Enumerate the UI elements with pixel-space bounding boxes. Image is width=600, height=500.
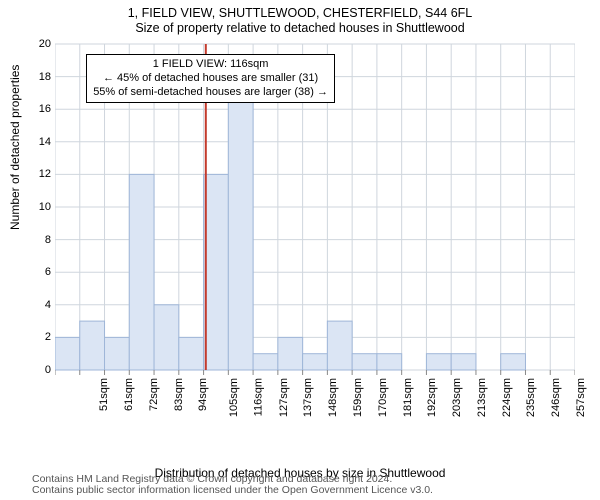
y-tick-label: 16 <box>27 103 51 115</box>
annotation-box: 1 FIELD VIEW: 116sqm ← 45% of detached h… <box>86 54 335 103</box>
x-tick-label: 72sqm <box>148 378 160 411</box>
y-axis-label: Number of detached properties <box>8 65 22 230</box>
x-tick-label: 137sqm <box>303 378 315 417</box>
histogram-bar <box>105 337 130 370</box>
x-tick-label: 94sqm <box>197 378 209 411</box>
histogram-bar <box>253 354 278 370</box>
x-tick-label: 116sqm <box>252 378 264 416</box>
histogram-bar <box>228 77 253 370</box>
x-tick-label: 83sqm <box>173 378 185 411</box>
attribution-line2: Contains public sector information licen… <box>32 485 433 497</box>
x-tick-label: 159sqm <box>352 378 364 417</box>
x-tick-label: 192sqm <box>426 378 438 417</box>
histogram-bar <box>352 354 377 370</box>
y-tick-label: 2 <box>27 331 51 343</box>
y-tick-label: 20 <box>27 38 51 50</box>
x-tick-label: 127sqm <box>278 378 290 417</box>
y-tick-label: 0 <box>27 364 51 376</box>
histogram-bar <box>129 174 154 370</box>
x-tick-label: 224sqm <box>501 378 513 417</box>
x-tick-label: 181sqm <box>402 378 414 417</box>
histogram-bar <box>278 337 303 370</box>
x-tick-label: 51sqm <box>98 378 110 411</box>
x-tick-label: 246sqm <box>550 378 562 417</box>
annotation-line3: 55% of semi-detached houses are larger (… <box>93 86 328 100</box>
x-tick-label: 235sqm <box>525 378 537 417</box>
y-tick-label: 8 <box>27 234 51 246</box>
histogram-bar <box>501 354 526 370</box>
annotation-line2: ← 45% of detached houses are smaller (31… <box>93 72 328 86</box>
x-tick-label: 257sqm <box>575 378 587 417</box>
histogram-bar <box>80 321 105 370</box>
attribution-text: Contains HM Land Registry data © Crown c… <box>32 474 433 497</box>
page-title-line1: 1, FIELD VIEW, SHUTTLEWOOD, CHESTERFIELD… <box>0 6 600 20</box>
y-tick-label: 6 <box>27 266 51 278</box>
y-tick-label: 4 <box>27 299 51 311</box>
histogram-bar <box>303 354 328 370</box>
histogram-bar <box>426 354 451 370</box>
histogram-bar <box>154 305 179 370</box>
x-tick-label: 203sqm <box>451 378 463 417</box>
annotation-line1: 1 FIELD VIEW: 116sqm <box>93 58 328 72</box>
x-tick-label: 170sqm <box>377 378 389 417</box>
y-tick-label: 10 <box>27 201 51 213</box>
y-tick-label: 14 <box>27 136 51 148</box>
y-tick-label: 12 <box>27 168 51 180</box>
x-tick-label: 61sqm <box>123 378 135 411</box>
histogram-bar <box>179 337 204 370</box>
histogram-bar <box>377 354 402 370</box>
x-tick-label: 148sqm <box>327 378 339 417</box>
histogram-bar <box>55 337 80 370</box>
histogram-bar <box>451 354 476 370</box>
histogram-bar <box>204 174 229 370</box>
page-title-line2: Size of property relative to detached ho… <box>0 21 600 35</box>
chart-area: 02468101214161820 51sqm61sqm72sqm83sqm94… <box>55 40 575 420</box>
x-tick-label: 105sqm <box>228 378 240 417</box>
y-tick-label: 18 <box>27 71 51 83</box>
histogram-bar <box>327 321 352 370</box>
x-tick-label: 213sqm <box>476 378 488 417</box>
